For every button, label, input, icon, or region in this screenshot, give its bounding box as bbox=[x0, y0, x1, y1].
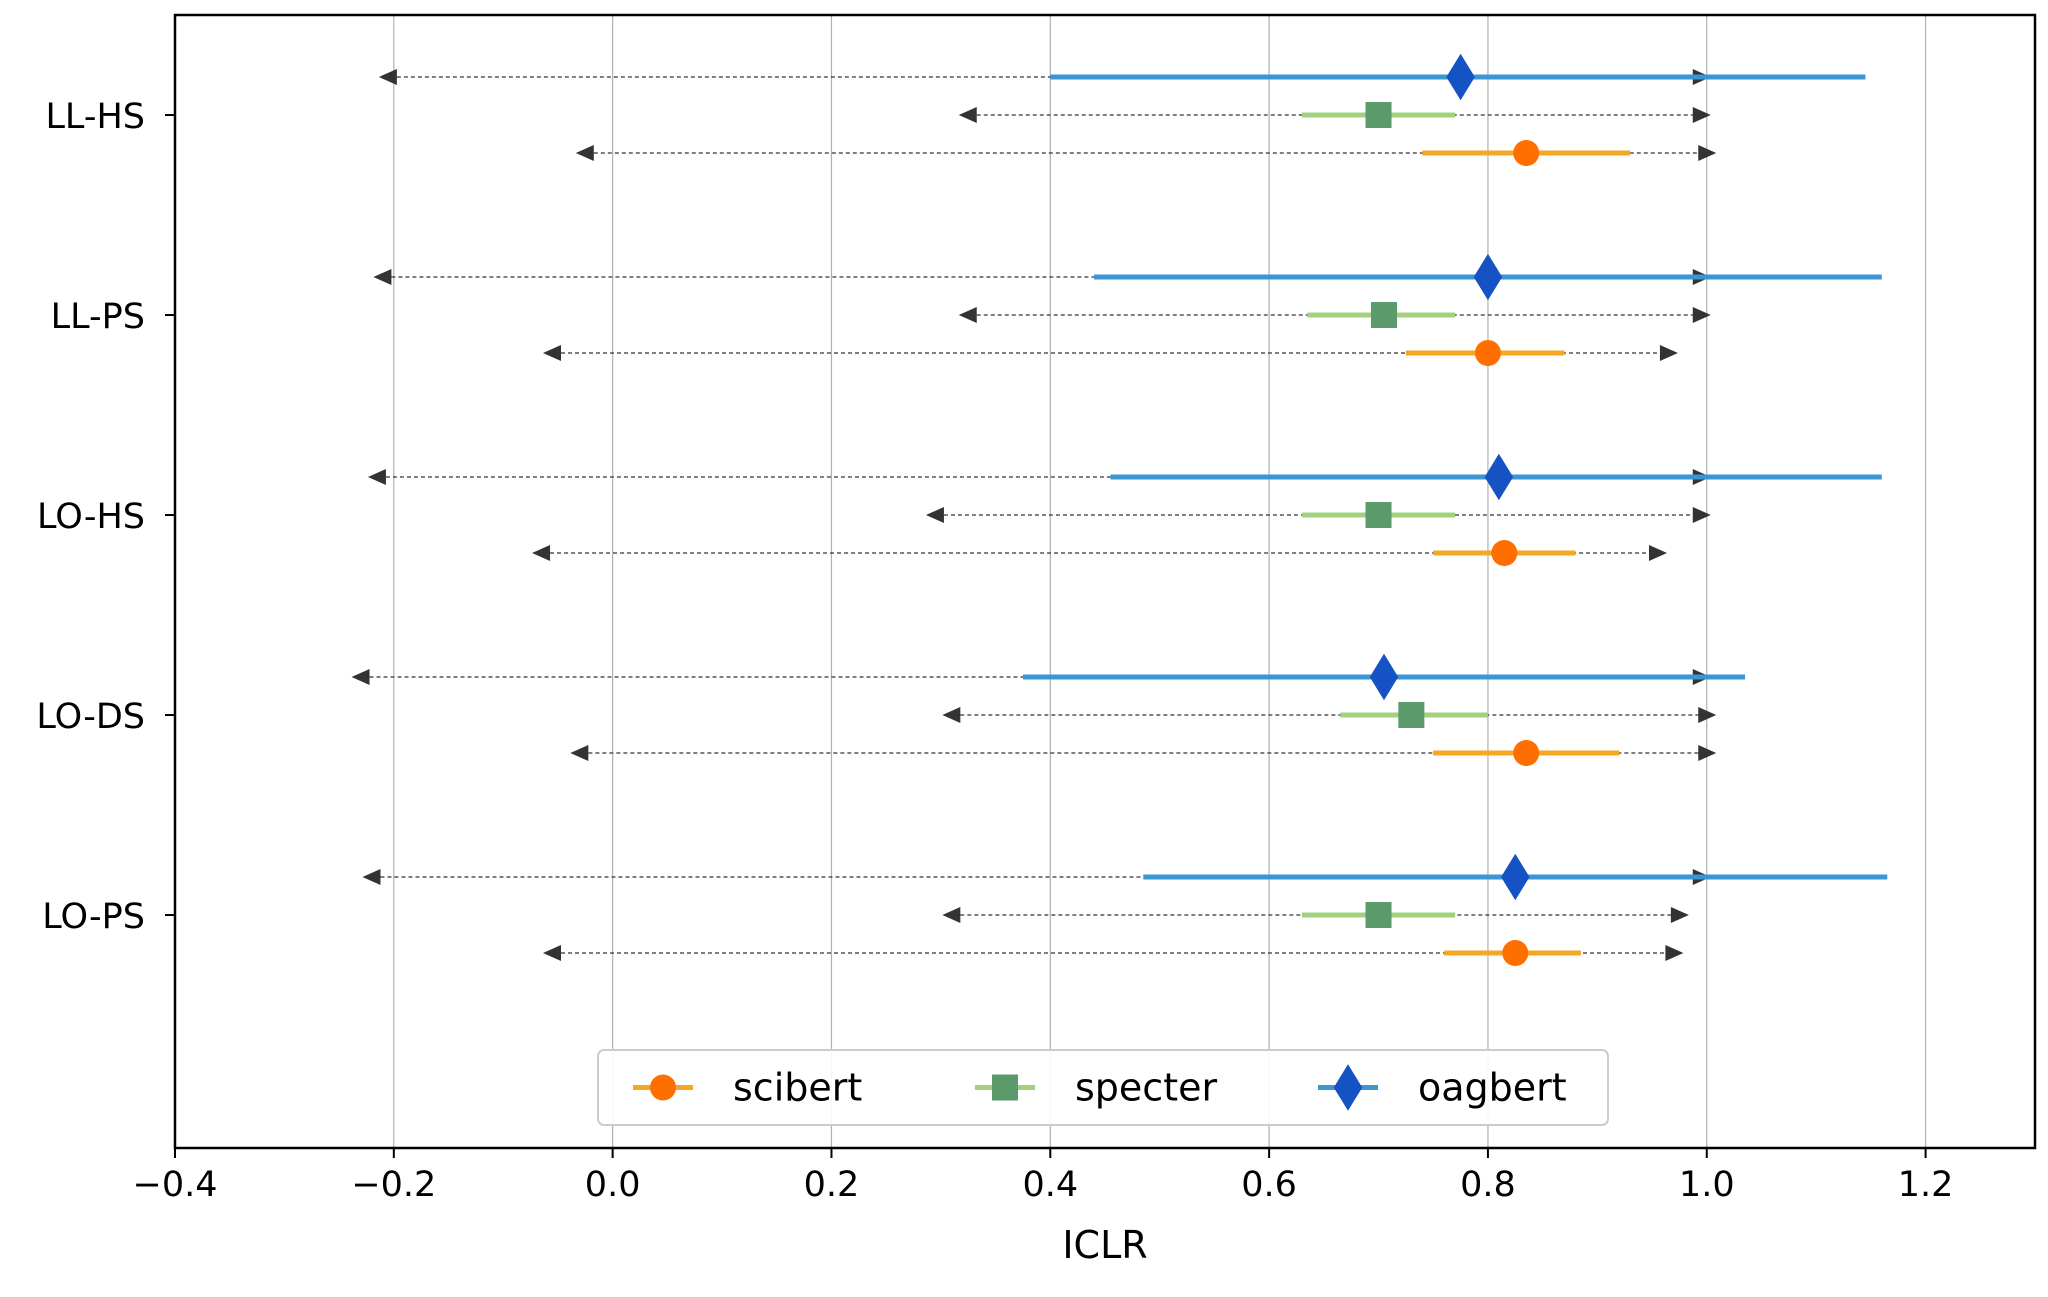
arrow-right-head bbox=[1649, 545, 1667, 561]
series-scibert bbox=[532, 140, 1717, 966]
point-group bbox=[367, 453, 1882, 501]
arrow-left-head bbox=[942, 907, 961, 923]
x-tick-label: 0.2 bbox=[804, 1165, 860, 1205]
scibert-marker bbox=[1513, 140, 1540, 166]
arrow-left-head bbox=[367, 469, 386, 485]
y-tick-label: LO-DS bbox=[36, 697, 145, 737]
x-tick-label: 0.0 bbox=[585, 1165, 641, 1205]
specter-marker bbox=[1365, 902, 1392, 928]
point-group bbox=[570, 740, 1717, 766]
specter-marker bbox=[1398, 702, 1425, 728]
y-tick-label: LO-PS bbox=[42, 897, 145, 937]
point-group bbox=[378, 53, 1866, 101]
point-group bbox=[958, 102, 1711, 128]
arrow-left-head bbox=[958, 307, 977, 323]
oagbert-marker bbox=[1369, 653, 1399, 701]
scibert-marker bbox=[1491, 540, 1518, 566]
y-tick-label: LL-PS bbox=[51, 297, 145, 337]
arrow-left-head bbox=[925, 507, 944, 523]
specter-marker bbox=[1365, 102, 1392, 128]
arrow-right-head bbox=[1698, 707, 1717, 723]
point-group bbox=[942, 702, 1717, 728]
scibert-marker bbox=[1502, 940, 1529, 966]
oagbert-marker bbox=[1473, 253, 1503, 301]
arrow-right-head bbox=[1692, 307, 1711, 323]
arrow-right-head bbox=[1698, 145, 1717, 161]
arrow-left-head bbox=[351, 669, 370, 685]
specter-marker bbox=[1365, 502, 1392, 528]
y-tick-label: LL-HS bbox=[45, 97, 145, 137]
x-tick-label: 0.8 bbox=[1460, 1165, 1516, 1205]
x-tick-label: 0.6 bbox=[1241, 1165, 1297, 1205]
oagbert-marker bbox=[1446, 53, 1475, 101]
oagbert-marker bbox=[1501, 853, 1530, 901]
y-axis-ticks: LL-HS LL-PS LO-HS LO-DS LO-PS bbox=[36, 97, 175, 937]
legend-square-icon bbox=[992, 1074, 1018, 1101]
legend-box bbox=[597, 1049, 1609, 1126]
arrow-left-head bbox=[575, 145, 594, 161]
arrow-left-head bbox=[942, 707, 961, 723]
data-series bbox=[351, 53, 1888, 966]
x-tick-label: 1.2 bbox=[1898, 1165, 1954, 1205]
legend-item-scibert: scibert bbox=[633, 1066, 862, 1110]
point-group bbox=[351, 653, 1746, 701]
arrow-left-head bbox=[543, 345, 561, 361]
grid-lines bbox=[393, 15, 1927, 1148]
specter-marker bbox=[1371, 302, 1397, 328]
arrow-left-head bbox=[378, 69, 397, 85]
point-group bbox=[543, 940, 1684, 966]
plot-frame bbox=[173, 13, 2037, 1150]
x-tick-label: −0.4 bbox=[133, 1165, 218, 1205]
series-specter bbox=[925, 102, 1717, 928]
point-group bbox=[925, 502, 1711, 528]
point-group bbox=[362, 853, 1888, 901]
point-group bbox=[373, 253, 1882, 301]
point-group bbox=[532, 540, 1667, 566]
arrow-right-head bbox=[1692, 107, 1711, 123]
arrow-left-head bbox=[570, 745, 589, 761]
arrow-left-head bbox=[362, 869, 381, 885]
point-group bbox=[575, 140, 1717, 166]
x-tick-label: 1.0 bbox=[1679, 1165, 1735, 1205]
legend-diamond-icon bbox=[1333, 1064, 1363, 1111]
scibert-marker bbox=[1474, 340, 1501, 366]
arrow-left-head bbox=[373, 269, 392, 285]
y-tick-label: LO-HS bbox=[37, 497, 145, 537]
arrow-right-head bbox=[1665, 945, 1684, 961]
legend-label: oagbert bbox=[1418, 1066, 1567, 1110]
arrow-left-head bbox=[958, 107, 977, 123]
oagbert-marker bbox=[1484, 453, 1514, 501]
x-tick-label: −0.2 bbox=[351, 1165, 436, 1205]
x-axis-title: ICLR bbox=[1062, 1223, 1147, 1267]
series-oagbert bbox=[351, 53, 1888, 901]
arrow-left-head bbox=[543, 945, 561, 961]
x-tick-label: 0.4 bbox=[1022, 1165, 1078, 1205]
arrow-right-head bbox=[1698, 745, 1717, 761]
point-group bbox=[942, 902, 1689, 928]
arrow-right-head bbox=[1692, 507, 1711, 523]
point-group bbox=[543, 340, 1678, 366]
legend-item-specter: specter bbox=[975, 1066, 1217, 1110]
legend-label: specter bbox=[1075, 1066, 1217, 1110]
arrow-right-head bbox=[1659, 345, 1678, 361]
point-group bbox=[958, 302, 1711, 328]
arrow-left-head bbox=[532, 545, 551, 561]
x-axis-ticks: −0.4 −0.2 0.0 0.2 0.4 0.6 0.8 1.0 1.2 bbox=[133, 1148, 1954, 1205]
arrow-right-head bbox=[1670, 907, 1689, 923]
legend-label: scibert bbox=[733, 1066, 862, 1110]
legend: scibert specter oagbert bbox=[597, 1049, 1609, 1126]
legend-item-oagbert: oagbert bbox=[1318, 1064, 1567, 1111]
scibert-marker bbox=[1513, 740, 1540, 766]
legend-circle-icon bbox=[650, 1074, 676, 1101]
